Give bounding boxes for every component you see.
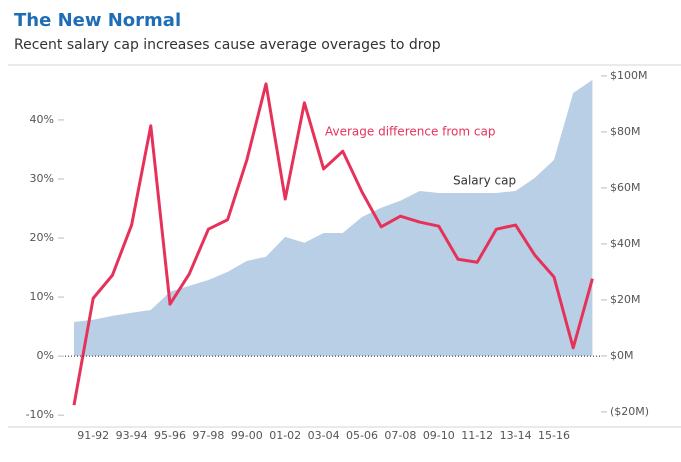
x-tick-label: 05-06: [346, 429, 378, 442]
x-tick-label: 11-12: [461, 429, 493, 442]
series-label: Average difference from cap: [325, 125, 495, 139]
x-tick-label: 93-94: [116, 429, 148, 442]
x-tick-label: 13-14: [500, 429, 532, 442]
line: [72, 82, 594, 406]
x-tick-label: 09-10: [423, 429, 455, 442]
y-tick-label: 10%: [30, 290, 54, 303]
x-tick-label: 15-16: [538, 429, 570, 442]
x-tick-label: 99-00: [231, 429, 263, 442]
x-tick-label: 95-96: [154, 429, 186, 442]
y-tick-label: 0%: [37, 349, 54, 362]
y2-tick-label: ($20M): [610, 405, 649, 418]
x-tick-label: 97-98: [192, 429, 224, 442]
x-tick-label: 91-92: [77, 429, 109, 442]
y2-tick-label: $80M: [610, 125, 641, 138]
x-tick-label: 01-02: [269, 429, 301, 442]
area: [74, 79, 593, 356]
chart-subtitle: Recent salary cap increases cause averag…: [14, 37, 441, 53]
x-tick-label: 03-04: [308, 429, 340, 442]
chart-title: The New Normal: [14, 10, 181, 31]
series-label: Salary cap: [453, 174, 516, 188]
x-tick-label: 07-08: [384, 429, 416, 442]
y-tick-label: 30%: [30, 172, 54, 185]
y2-tick-label: $60M: [610, 181, 641, 194]
y2-tick-label: $20M: [610, 293, 641, 306]
y-tick-label: 20%: [30, 231, 54, 244]
y2-tick-label: $40M: [610, 237, 641, 250]
y-tick-label: -10%: [26, 408, 54, 421]
y-tick-label: 40%: [30, 113, 54, 126]
y2-tick-label: $100M: [610, 69, 648, 82]
y2-tick-label: $0M: [610, 349, 634, 362]
